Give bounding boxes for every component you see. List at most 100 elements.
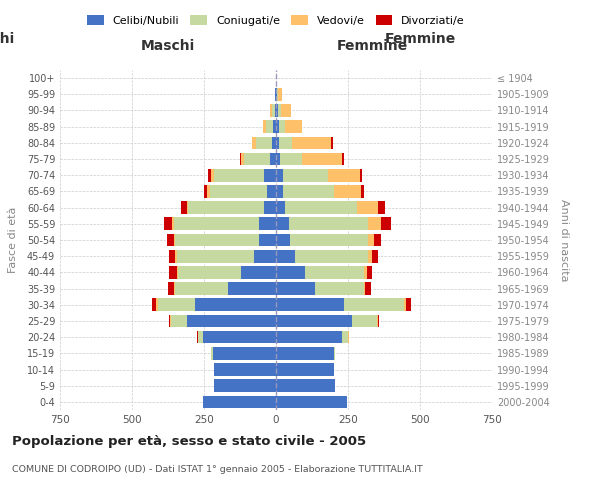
Bar — [178, 266, 241, 278]
Bar — [284, 202, 356, 214]
Bar — [272, 136, 276, 149]
Bar — [251, 136, 256, 149]
Text: Femmine: Femmine — [385, 32, 455, 46]
Bar — [365, 282, 371, 295]
Bar — [283, 185, 334, 198]
Bar — [229, 282, 276, 295]
Bar — [265, 169, 276, 181]
Bar — [210, 185, 268, 198]
Bar — [157, 298, 158, 311]
Bar — [276, 88, 277, 101]
Bar — [315, 282, 364, 295]
Bar — [378, 202, 385, 214]
Bar — [263, 120, 266, 133]
Bar — [172, 218, 174, 230]
Bar — [175, 250, 176, 262]
Text: Popolazione per età, sesso e stato civile - 2005: Popolazione per età, sesso e stato civil… — [12, 435, 366, 448]
Bar — [176, 250, 254, 262]
Bar — [265, 202, 276, 214]
Bar — [164, 218, 172, 230]
Bar — [175, 234, 259, 246]
Bar — [368, 218, 381, 230]
Bar — [158, 298, 196, 311]
Bar — [344, 298, 404, 311]
Bar — [266, 120, 273, 133]
Bar — [302, 152, 342, 166]
Bar — [406, 298, 412, 311]
Bar — [214, 169, 265, 181]
Bar — [168, 282, 174, 295]
Bar — [331, 136, 333, 149]
Bar — [176, 266, 178, 278]
Bar — [256, 136, 272, 149]
Bar — [203, 396, 276, 408]
Bar — [284, 120, 302, 133]
Bar — [276, 234, 290, 246]
Bar — [334, 185, 361, 198]
Text: Femmine: Femmine — [337, 38, 407, 52]
Bar — [295, 250, 368, 262]
Bar — [187, 202, 188, 214]
Bar — [241, 266, 276, 278]
Bar — [292, 136, 331, 149]
Bar — [273, 120, 276, 133]
Bar — [281, 104, 290, 117]
Bar — [278, 104, 281, 117]
Bar — [275, 104, 276, 117]
Bar — [214, 380, 276, 392]
Bar — [290, 234, 368, 246]
Bar — [276, 185, 283, 198]
Bar — [207, 185, 210, 198]
Bar — [198, 331, 203, 344]
Bar — [359, 169, 362, 181]
Bar — [240, 152, 241, 166]
Bar — [276, 266, 305, 278]
Bar — [280, 136, 292, 149]
Bar — [259, 234, 276, 246]
Bar — [171, 314, 187, 328]
Bar — [175, 282, 229, 295]
Bar — [174, 282, 175, 295]
Bar — [169, 314, 170, 328]
Bar — [167, 234, 174, 246]
Bar — [276, 169, 283, 181]
Bar — [356, 202, 378, 214]
Text: Maschi: Maschi — [0, 32, 15, 46]
Bar — [377, 314, 379, 328]
Y-axis label: Fasce di età: Fasce di età — [8, 207, 19, 273]
Bar — [305, 266, 364, 278]
Bar — [276, 314, 352, 328]
Bar — [276, 298, 344, 311]
Bar — [276, 152, 280, 166]
Bar — [289, 218, 368, 230]
Bar — [367, 266, 373, 278]
Bar — [272, 104, 275, 117]
Bar — [212, 347, 276, 360]
Text: Maschi: Maschi — [141, 38, 195, 52]
Bar — [211, 169, 214, 181]
Bar — [276, 120, 279, 133]
Bar — [374, 234, 381, 246]
Bar — [196, 298, 276, 311]
Bar — [276, 282, 315, 295]
Bar — [276, 136, 280, 149]
Y-axis label: Anni di nascita: Anni di nascita — [559, 198, 569, 281]
Bar — [169, 266, 176, 278]
Bar — [334, 347, 335, 360]
Bar — [342, 331, 348, 344]
Bar — [188, 202, 265, 214]
Legend: Celibi/Nubili, Coniugati/e, Vedovi/e, Divorziati/e: Celibi/Nubili, Coniugati/e, Vedovi/e, Di… — [83, 10, 469, 30]
Bar — [278, 88, 282, 101]
Bar — [211, 347, 212, 360]
Bar — [373, 250, 378, 262]
Bar — [364, 266, 367, 278]
Bar — [214, 363, 276, 376]
Text: COMUNE DI CODROIPO (UD) - Dati ISTAT 1° gennaio 2005 - Elaborazione TUTTITALIA.I: COMUNE DI CODROIPO (UD) - Dati ISTAT 1° … — [12, 466, 423, 474]
Bar — [276, 347, 334, 360]
Bar — [276, 218, 289, 230]
Bar — [280, 152, 302, 166]
Bar — [328, 169, 359, 181]
Bar — [268, 185, 276, 198]
Bar — [241, 152, 244, 166]
Bar — [276, 331, 342, 344]
